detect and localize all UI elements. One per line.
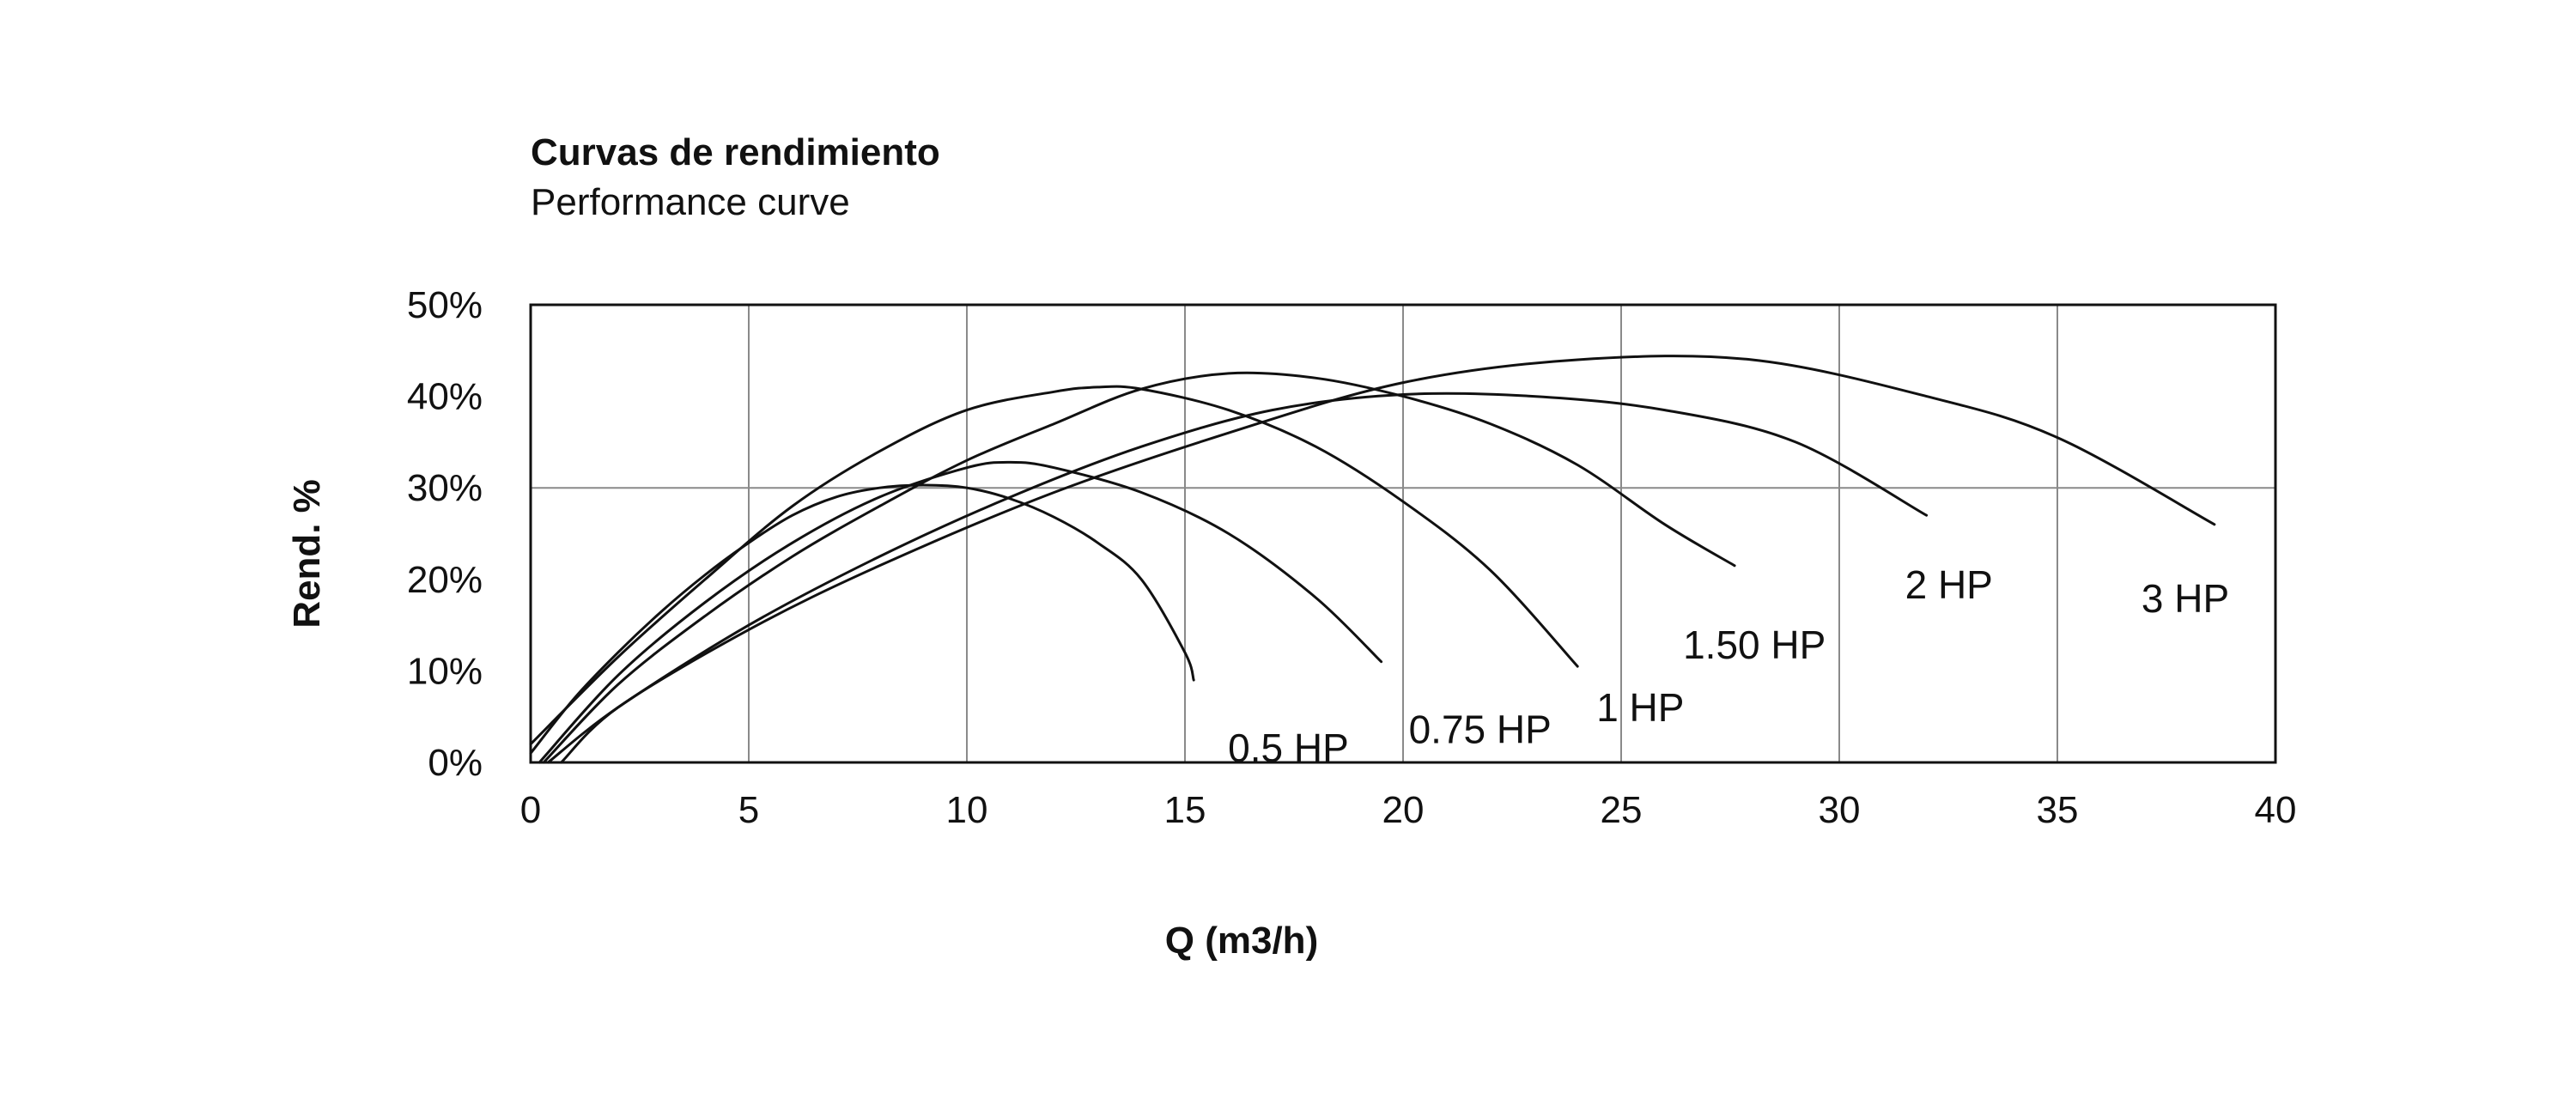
series-label: 1.50 HP bbox=[1683, 622, 1826, 667]
x-tick-label: 20 bbox=[1382, 789, 1425, 831]
series-label: 2 HP bbox=[1905, 562, 1993, 607]
y-tick-label: 0% bbox=[428, 742, 483, 784]
series-lines bbox=[529, 355, 2216, 764]
y-tick-label: 20% bbox=[407, 559, 483, 601]
series-label: 0.75 HP bbox=[1409, 707, 1552, 752]
series-curve bbox=[546, 392, 1929, 764]
x-tick-label: 10 bbox=[946, 789, 988, 831]
y-axis-label: Rend. % bbox=[286, 479, 328, 628]
series-labels: 0.5 HP 0.75 HP 1 HP 1.50 HP 2 HP 3 HP bbox=[1228, 562, 2229, 770]
y-tick-label: 30% bbox=[407, 467, 483, 509]
series-label: 3 HP bbox=[2142, 576, 2229, 621]
chart-subtitle: Performance curve bbox=[531, 181, 850, 223]
plot-frame bbox=[529, 303, 2277, 764]
x-tick-label: 35 bbox=[2037, 789, 2079, 831]
x-tick-label: 5 bbox=[738, 789, 759, 831]
x-tick-label: 0 bbox=[520, 789, 541, 831]
y-tick-label: 50% bbox=[407, 284, 483, 326]
x-tick-label: 15 bbox=[1164, 789, 1206, 831]
series-curve bbox=[529, 385, 1579, 746]
chart-title: Curvas de rendimiento bbox=[531, 131, 940, 173]
series-curve bbox=[542, 371, 1736, 764]
series-label: 0.5 HP bbox=[1228, 726, 1349, 770]
series-curve bbox=[560, 355, 2216, 764]
x-tick-label: 25 bbox=[1601, 789, 1643, 831]
tick-labels: 0 5 10 15 20 25 30 35 40 0% 10% 20% 30% 40% 50% bbox=[407, 284, 2297, 831]
grid-lines bbox=[531, 305, 2275, 762]
series-curve bbox=[529, 483, 1195, 755]
x-axis-label: Q (m3/h) bbox=[1165, 920, 1318, 962]
y-tick-label: 10% bbox=[407, 650, 483, 692]
y-tick-label: 40% bbox=[407, 376, 483, 418]
x-tick-label: 30 bbox=[1819, 789, 1861, 831]
series-curve bbox=[538, 460, 1383, 764]
series-label: 1 HP bbox=[1596, 685, 1684, 730]
x-tick-label: 40 bbox=[2255, 789, 2297, 831]
